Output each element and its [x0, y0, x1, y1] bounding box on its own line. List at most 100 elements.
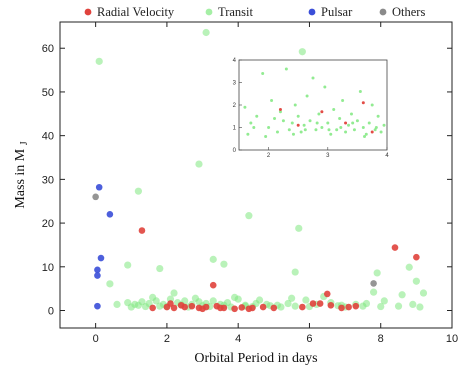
point-radial-velocity: [245, 305, 253, 313]
point-transit: [291, 268, 299, 276]
point-radial-velocity: [299, 303, 306, 311]
inset-point-transit: [275, 130, 279, 134]
inset-y-tick-label: 2: [233, 103, 237, 109]
point-transit: [134, 301, 142, 309]
inset-point-transit: [303, 128, 307, 132]
point-radial-velocity: [391, 244, 399, 251]
point-radial-velocity: [149, 304, 156, 312]
inset-point-transit: [382, 123, 386, 127]
inset-point-transit: [335, 128, 339, 132]
plot-frame: [59, 21, 453, 329]
point-transit: [209, 297, 217, 305]
inset-point-transit: [305, 94, 309, 98]
point-pulsar: [94, 302, 101, 310]
point-transit: [295, 224, 303, 232]
point-transit: [394, 302, 403, 310]
point-transit: [149, 293, 157, 301]
point-transit: [277, 303, 285, 311]
inset-point-radial-velocity: [278, 108, 282, 111]
point-pulsar: [94, 272, 101, 279]
point-radial-velocity: [327, 301, 335, 309]
point-radial-velocity: [217, 304, 224, 312]
point-transit: [419, 289, 428, 297]
inset-point-transit: [243, 105, 247, 109]
inset-point-radial-velocity: [296, 123, 300, 127]
point-transit: [156, 302, 164, 310]
legend-marker-pulsar: [308, 8, 316, 16]
point-radial-velocity: [338, 304, 345, 312]
inset-point-transit: [311, 76, 315, 80]
inset-point-transit: [326, 121, 330, 125]
inset-point-transit: [249, 121, 253, 125]
point-transit: [416, 303, 424, 311]
inset-point-transit: [287, 128, 291, 132]
point-transit: [291, 302, 299, 310]
point-radial-velocity: [352, 302, 360, 310]
x-tick-label: 0: [93, 333, 99, 345]
inset-point-transit: [347, 123, 351, 127]
inset-y-tick-label: 4: [233, 58, 237, 64]
inset-point-transit: [367, 121, 371, 125]
point-radial-velocity: [316, 300, 324, 307]
legend-marker-transit: [205, 8, 213, 16]
point-transit: [409, 300, 417, 308]
y-tick-label: 60: [42, 43, 54, 55]
legend-label-others: Others: [392, 5, 425, 19]
inset-point-transit: [252, 126, 256, 129]
inset-point-transit: [379, 130, 383, 134]
legend-label-radial-velocity: Radial Velocity: [97, 5, 175, 19]
inset-y-tick-label: 0: [233, 148, 237, 154]
point-transit: [302, 296, 310, 304]
point-transit: [134, 187, 142, 195]
point-radial-velocity: [177, 301, 185, 309]
inset-point-transit: [308, 119, 312, 123]
point-radial-velocity: [231, 305, 238, 313]
inset-point-radial-velocity: [361, 101, 365, 105]
x-tick-label: 6: [306, 333, 312, 345]
inset-point-transit: [293, 103, 297, 107]
point-radial-velocity: [259, 303, 267, 311]
point-transit: [191, 294, 200, 302]
point-transit: [380, 297, 388, 305]
point-pulsar: [106, 211, 114, 218]
inset-point-transit: [314, 128, 318, 132]
point-transit: [170, 289, 178, 297]
inset-point-transit: [320, 126, 324, 129]
inset-point-transit: [374, 126, 378, 129]
point-transit: [398, 291, 406, 299]
y-tick-label: 50: [42, 87, 54, 99]
inset-point-transit: [290, 121, 294, 125]
y-tick-label: 40: [42, 131, 54, 143]
axis-titles: Orbital Period in days Mass in M J: [13, 141, 318, 366]
point-transit: [209, 255, 217, 263]
inset-point-transit: [296, 114, 300, 118]
inset-y-tick-label: 1: [233, 126, 237, 132]
inset-point-radial-velocity: [344, 121, 348, 125]
y-tick-label: 0: [48, 306, 54, 318]
point-radial-velocity: [199, 305, 206, 313]
y-tick-label: 20: [42, 218, 54, 230]
inset-point-transit: [246, 132, 250, 136]
y-axis-title: Mass in M J: [13, 141, 30, 208]
point-radial-velocity: [345, 303, 352, 311]
x-axis-title: Orbital Period in days: [194, 351, 317, 366]
point-transit: [124, 261, 132, 269]
point-radial-velocity: [188, 302, 196, 310]
point-transit: [370, 288, 378, 296]
inset-point-transit: [273, 117, 277, 120]
inset-x-tick-label: 4: [385, 153, 389, 159]
inset-frame: [238, 59, 388, 151]
inset-point-transit: [339, 126, 343, 129]
inset-point-transit: [358, 90, 362, 93]
inset-point-transit: [281, 119, 285, 123]
inset-point-transit: [355, 119, 359, 123]
point-transit: [284, 299, 292, 308]
point-transit: [359, 302, 367, 310]
x-tick-label: 10: [446, 333, 458, 345]
inset-point-transit: [278, 110, 282, 114]
y-tick-label: 30: [42, 174, 54, 186]
point-transit: [405, 263, 413, 271]
point-transit: [127, 303, 135, 311]
data-points: [92, 28, 428, 313]
